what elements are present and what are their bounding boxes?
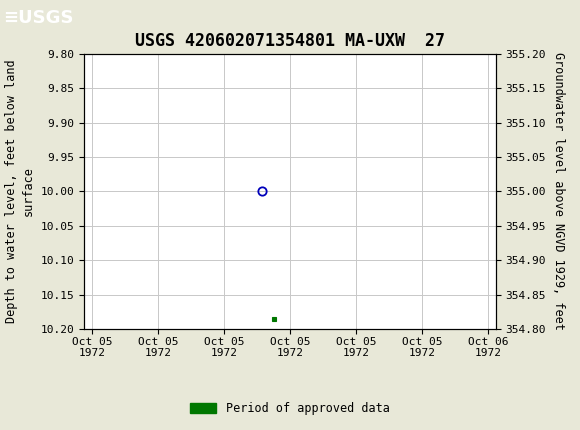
Y-axis label: Depth to water level, feet below land
surface: Depth to water level, feet below land su…	[5, 59, 35, 323]
Y-axis label: Groundwater level above NGVD 1929, feet: Groundwater level above NGVD 1929, feet	[552, 52, 565, 330]
Text: USGS 420602071354801 MA-UXW  27: USGS 420602071354801 MA-UXW 27	[135, 32, 445, 50]
Text: ≡USGS: ≡USGS	[3, 9, 74, 27]
Legend: Period of approved data: Period of approved data	[186, 397, 394, 420]
